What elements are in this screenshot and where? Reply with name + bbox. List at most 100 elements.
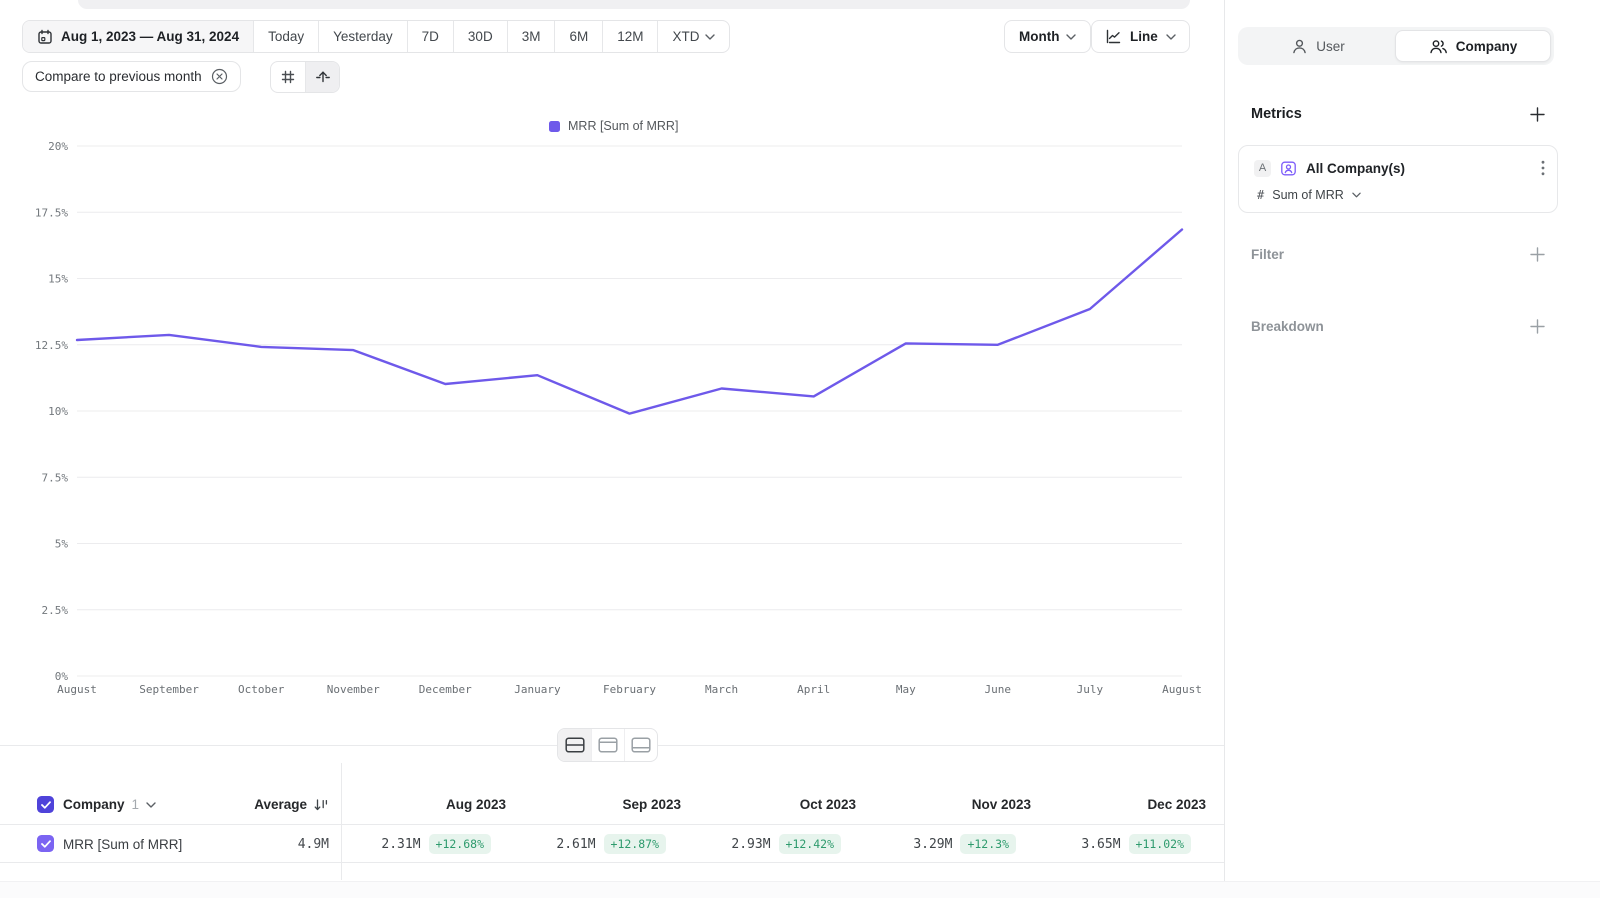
- toggle-user-label: User: [1316, 38, 1345, 54]
- grid-toggle-button[interactable]: [271, 62, 305, 92]
- audience-toggle: User Company: [1238, 27, 1554, 65]
- preset-7d-button[interactable]: 7D: [408, 21, 454, 52]
- select-all-checkbox[interactable]: [37, 796, 54, 813]
- preset-6m-button[interactable]: 6M: [555, 21, 604, 52]
- date-range-label: Aug 1, 2023 — Aug 31, 2024: [61, 29, 240, 44]
- average-label: Average: [254, 797, 307, 812]
- cell-value: 2.61M: [556, 836, 596, 852]
- series-line[interactable]: [75, 228, 1184, 415]
- line-chart-icon: [1106, 29, 1121, 44]
- column-header-dec-2023: Dec 2023: [1147, 797, 1206, 812]
- x-tick-label: September: [139, 683, 199, 696]
- layout-table-only-button[interactable]: [624, 729, 657, 761]
- layout-chart-only-button[interactable]: [591, 729, 624, 761]
- filter-section-header: Filter: [1251, 242, 1546, 266]
- aggregation-label: Sum of MRR: [1272, 188, 1344, 202]
- metric-card-row: A All Company(s): [1254, 157, 1545, 179]
- add-filter-icon[interactable]: [1529, 246, 1546, 263]
- table-header: Company 1 Average Aug 2023 Sep 2023 Oct 20…: [0, 784, 1224, 825]
- toggle-company-label: Company: [1455, 38, 1518, 54]
- chart-legend: MRR [Sum of MRR]: [549, 119, 678, 133]
- y-tick-label: 7.5%: [42, 471, 69, 484]
- row-checkbox[interactable]: [37, 835, 54, 852]
- row-label: MRR [Sum of MRR]: [63, 836, 183, 852]
- calendar-icon: [38, 29, 52, 44]
- chevron-down-icon: [1166, 33, 1176, 40]
- y-tick-label: 2.5%: [42, 604, 69, 617]
- events-overlay-button[interactable]: [305, 62, 339, 92]
- add-breakdown-icon[interactable]: [1529, 318, 1546, 335]
- delta-badge: +12.87%: [603, 834, 666, 854]
- user-icon: [1293, 39, 1307, 53]
- table-row[interactable]: MRR [Sum of MRR] 4.9M 2.31M +12.68% 2.61M +…: [0, 825, 1224, 863]
- chevron-down-icon: [1066, 33, 1077, 40]
- x-tick-label: June: [985, 683, 1012, 696]
- preset-yesterday-button[interactable]: Yesterday: [319, 21, 408, 52]
- preset-xtd-button[interactable]: XTD: [658, 21, 729, 52]
- bottom-panel-icon: [631, 737, 651, 753]
- y-tick-label: 5%: [55, 538, 69, 551]
- layout-split-button[interactable]: [558, 729, 591, 761]
- preset-3m-button[interactable]: 3M: [508, 21, 556, 52]
- preset-30d-button[interactable]: 30D: [454, 21, 508, 52]
- table-cell: 2.61M +12.87%: [556, 825, 666, 863]
- toggle-company[interactable]: Company: [1395, 30, 1551, 62]
- cell-value: 3.29M: [913, 836, 953, 852]
- x-tick-label: December: [419, 683, 472, 696]
- xtd-label: XTD: [672, 29, 700, 44]
- row-average-value: 4.9M: [297, 836, 329, 852]
- x-tick-label: January: [514, 683, 561, 696]
- aggregation-dropdown[interactable]: # Sum of MRR: [1257, 185, 1361, 205]
- group-count: 1: [131, 797, 140, 812]
- delta-badge: +11.02%: [1128, 834, 1191, 854]
- x-tick-label: April: [797, 683, 830, 696]
- compare-label: Compare to previous month: [35, 69, 202, 84]
- preset-today-button[interactable]: Today: [254, 21, 320, 52]
- check-icon: [40, 839, 51, 848]
- granularity-label: Month: [1019, 29, 1060, 44]
- mrr-line-chart[interactable]: 0% 2.5% 5% 7.5% 10% 12.5% 15% 17.5% 20% August Sep…: [0, 140, 1224, 705]
- config-sidebar: User Company Metrics A All Company(s) # …: [1224, 0, 1600, 898]
- metric-card[interactable]: A All Company(s) # Sum of MRR: [1238, 145, 1558, 213]
- layout-switcher: [557, 728, 658, 762]
- sort-icon[interactable]: [313, 797, 329, 813]
- arrow-up-bar-icon: [315, 71, 330, 83]
- people-icon: [1430, 39, 1447, 53]
- group-by-dropdown[interactable]: Company 1: [63, 784, 156, 825]
- y-tick-label: 12.5%: [35, 339, 68, 352]
- filter-title: Filter: [1251, 246, 1285, 262]
- date-range-button[interactable]: Aug 1, 2023 — Aug 31, 2024: [23, 21, 255, 52]
- toggle-user[interactable]: User: [1241, 30, 1395, 62]
- date-range-toolbar: Aug 1, 2023 — Aug 31, 2024 Today Yesterda…: [22, 20, 731, 53]
- analytics-panel: Aug 1, 2023 — Aug 31, 2024 Today Yesterda…: [0, 0, 1224, 880]
- column-header-sep-2023: Sep 2023: [622, 797, 681, 812]
- bottom-strip: [0, 881, 1600, 898]
- x-tick-label: July: [1077, 683, 1104, 696]
- y-tick-label: 20%: [48, 140, 68, 153]
- metrics-section-header: Metrics: [1251, 102, 1546, 126]
- numeric-type-icon: #: [1257, 188, 1265, 202]
- add-metric-icon[interactable]: [1529, 106, 1546, 123]
- group-label: Company: [63, 797, 125, 812]
- chevron-down-icon: [146, 801, 156, 808]
- preset-12m-button[interactable]: 12M: [603, 21, 659, 52]
- cell-value: 2.31M: [381, 836, 421, 852]
- cell-value: 2.93M: [731, 836, 771, 852]
- metric-menu-icon[interactable]: [1541, 160, 1545, 176]
- y-tick-label: 15%: [48, 273, 68, 286]
- compare-chip[interactable]: Compare to previous month: [22, 61, 241, 92]
- delta-badge: +12.68%: [428, 834, 491, 854]
- x-tick-label: May: [896, 683, 916, 696]
- breakdown-section-header: Breakdown: [1251, 314, 1546, 338]
- split-view-icon: [564, 737, 585, 753]
- chevron-down-icon: [705, 33, 716, 40]
- y-tick-label: 0%: [55, 670, 69, 683]
- remove-compare-icon[interactable]: [211, 68, 228, 85]
- granularity-dropdown[interactable]: Month: [1004, 20, 1092, 53]
- metric-name: All Company(s): [1306, 160, 1406, 176]
- chart-type-dropdown[interactable]: Line: [1091, 20, 1190, 53]
- column-header-aug-2023: Aug 2023: [445, 797, 506, 812]
- average-column-header: Average: [254, 784, 329, 825]
- check-icon: [40, 800, 51, 809]
- x-tick-label: November: [327, 683, 380, 696]
